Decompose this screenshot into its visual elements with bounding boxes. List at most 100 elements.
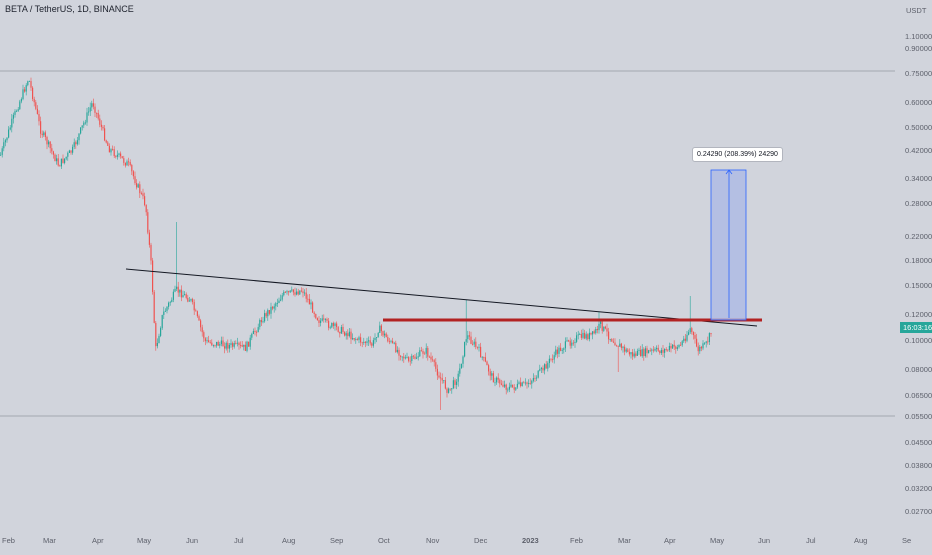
candle-body — [201, 327, 203, 333]
candle-body — [496, 377, 498, 383]
candle-body — [470, 336, 472, 344]
candle-body — [478, 346, 480, 348]
candle-body — [520, 382, 522, 387]
candle-body — [355, 339, 357, 340]
candle-body — [132, 171, 134, 177]
candle-body — [438, 375, 440, 378]
time-axis-label: Apr — [92, 536, 104, 545]
candle-body — [382, 331, 384, 336]
candle-body — [212, 344, 214, 346]
candle-body — [528, 383, 530, 384]
candle-body — [400, 355, 402, 357]
measure-arrow-head — [725, 169, 733, 175]
candle-body — [112, 149, 114, 150]
price-axis-label: 0.05500 — [905, 412, 932, 421]
candle-body — [569, 340, 571, 346]
candle-body — [102, 126, 104, 129]
candle-body — [283, 291, 285, 296]
candle-body — [336, 323, 338, 328]
candle-body — [73, 142, 75, 147]
candle-body — [524, 382, 526, 384]
candle-body — [665, 349, 667, 350]
candle-body — [673, 344, 675, 347]
time-axis-label: Nov — [426, 536, 440, 545]
candle-body — [248, 341, 250, 347]
candle-body — [1, 148, 3, 155]
candle-body — [632, 352, 634, 357]
candle-body — [84, 122, 86, 124]
candle-body — [486, 361, 488, 366]
candle-body — [206, 340, 208, 342]
time-axis-label: Mar — [618, 536, 631, 545]
candle-body — [544, 364, 546, 371]
candle-body — [81, 125, 83, 128]
candle-body — [515, 387, 517, 390]
candle-body — [433, 360, 435, 363]
candle-body — [313, 312, 315, 315]
candle-body — [70, 150, 72, 153]
candle-body — [428, 356, 430, 358]
candle-body — [339, 331, 341, 334]
price-axis-label: 0.02700 — [905, 507, 932, 516]
candle-body — [323, 318, 325, 320]
candle-body — [590, 332, 592, 335]
candle-body — [395, 342, 397, 353]
candle-body — [260, 319, 262, 323]
candle-body — [403, 356, 405, 359]
candle-body — [683, 338, 685, 342]
time-axis-label: Jun — [186, 536, 198, 545]
candle-body — [329, 327, 331, 329]
candle-body — [160, 328, 162, 336]
candle-body — [449, 388, 451, 390]
candle-body — [672, 344, 674, 349]
candle-body — [251, 334, 253, 338]
descending-trendline[interactable] — [125, 268, 758, 327]
candle-body — [596, 328, 598, 331]
candle-body — [171, 299, 173, 302]
candle-body — [4, 140, 6, 143]
candle-body — [398, 349, 400, 356]
candle-body — [566, 340, 568, 342]
candle-body — [116, 154, 118, 157]
price-axis[interactable]: 1.10000 0.90000 0.75000 0.60000 0.50000 0.420… — [905, 32, 932, 516]
candle-body — [545, 364, 547, 369]
candle-body — [67, 152, 69, 157]
candle-body — [694, 335, 696, 339]
candle-body — [254, 330, 256, 332]
candle-body — [537, 370, 539, 378]
candle-body — [465, 339, 467, 342]
candle-body — [675, 346, 677, 349]
candle-body — [296, 291, 298, 295]
candle-body — [404, 357, 406, 359]
time-axis[interactable]: Feb Mar Apr May Jun Jul Aug Sep Oct Nov Dec 2023 Feb… — [2, 536, 911, 545]
candle-body — [636, 350, 638, 356]
candle-body — [424, 353, 426, 355]
candle-body — [628, 351, 630, 355]
price-axis-label: 0.50000 — [905, 123, 932, 132]
candle-body — [555, 349, 557, 356]
price-range-measure-box[interactable] — [710, 169, 747, 321]
candle-body — [249, 337, 251, 347]
candle-body — [297, 291, 299, 295]
candle-body — [11, 118, 13, 128]
candle-body — [262, 321, 264, 323]
candle-body — [448, 388, 450, 393]
candle-body — [220, 340, 222, 345]
candle-body — [688, 332, 690, 335]
candle-body — [481, 356, 483, 358]
candle-body — [678, 344, 680, 348]
candle-body — [692, 332, 694, 336]
candle-body — [643, 349, 645, 357]
candle-body — [169, 301, 171, 303]
candle-body — [376, 337, 378, 338]
candle-body — [252, 330, 254, 335]
candle-body — [468, 335, 470, 337]
candle-body — [265, 313, 267, 317]
candle-body — [304, 292, 306, 294]
candle-body — [268, 310, 270, 314]
candle-body — [113, 149, 115, 157]
candle-body — [425, 347, 427, 354]
candle-body — [612, 341, 614, 343]
